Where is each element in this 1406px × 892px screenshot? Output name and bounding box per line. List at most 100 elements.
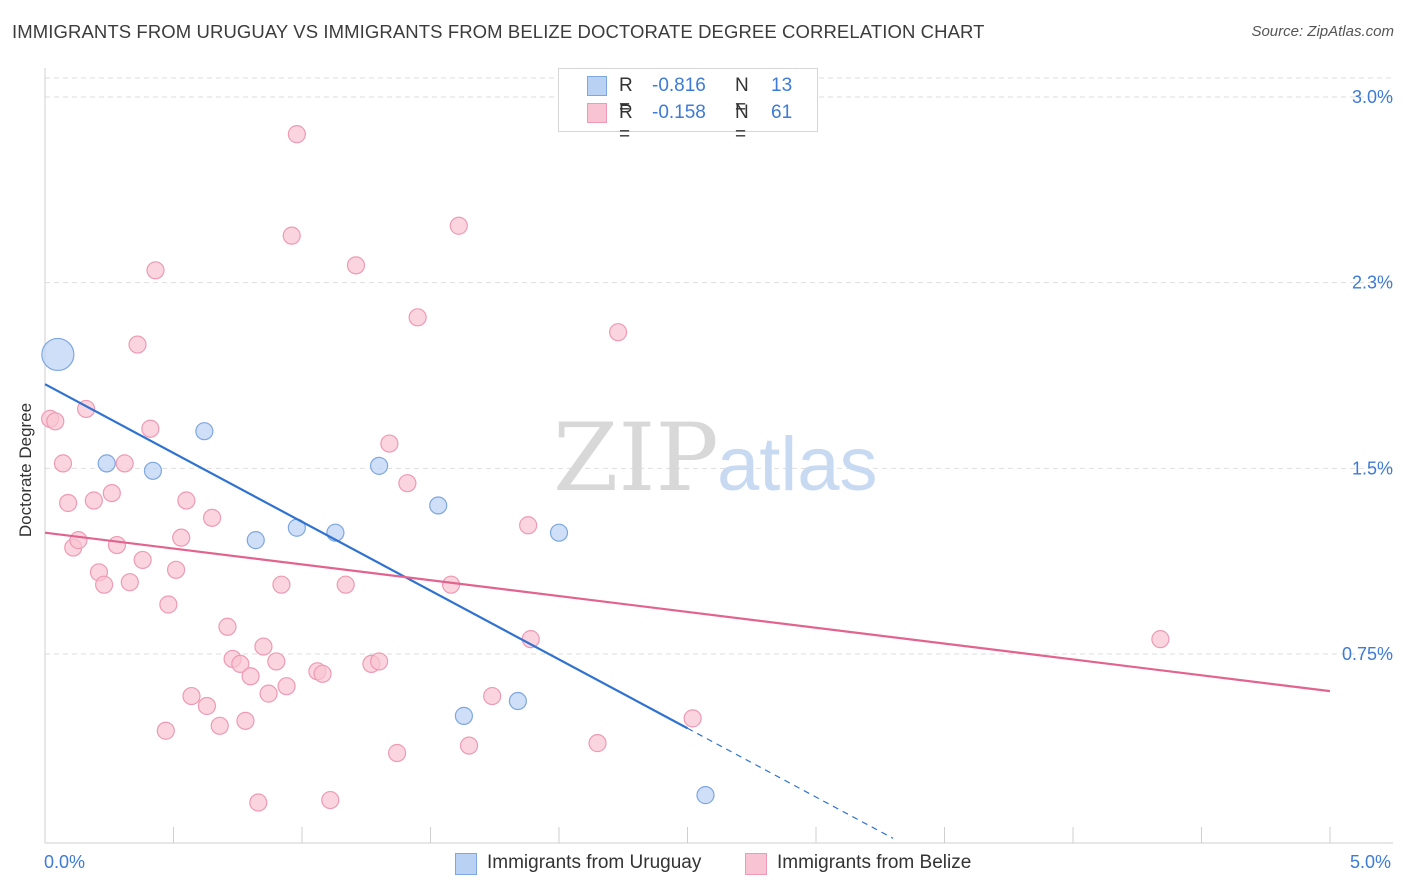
y-tick-label: 1.5%	[1352, 458, 1393, 478]
r-label: R =	[619, 102, 633, 145]
x-tick-label-min: 0.0%	[44, 852, 86, 872]
y-tick-label: 3.0%	[1352, 87, 1393, 107]
belize-point	[218, 617, 237, 636]
belize-legend-swatch	[745, 853, 767, 875]
belize-point	[346, 256, 366, 275]
n-value: 61	[771, 102, 793, 123]
belize-point	[95, 575, 114, 594]
uruguay-legend-label: Immigrants from Uruguay	[487, 852, 702, 873]
belize-point	[115, 454, 134, 473]
uruguay-point	[549, 523, 569, 542]
belize-point	[249, 793, 268, 812]
belize-point	[588, 734, 607, 753]
belize-point	[277, 677, 296, 696]
belize-point	[159, 595, 178, 614]
belize-trend-line	[44, 531, 1331, 693]
belize-point	[609, 323, 628, 342]
belize-point	[459, 736, 479, 755]
belize-point	[46, 412, 65, 431]
belize-point	[254, 637, 273, 656]
belize-point	[231, 654, 250, 674]
axes	[44, 68, 1393, 844]
x-tick-label-max: 5.0%	[1350, 852, 1392, 872]
y-tick-label: 2.3%	[1352, 273, 1393, 293]
y-tick-labels: 0.75% 1.5% 2.3% 3.0%	[1342, 87, 1393, 664]
belize-point	[146, 261, 165, 280]
belize-point	[197, 696, 217, 716]
belize-point	[59, 493, 78, 513]
r-value: -0.158	[652, 102, 706, 123]
source-label: Source: ZipAtlas.com	[1251, 23, 1394, 40]
belize-point	[120, 573, 139, 592]
belize-point	[202, 508, 222, 527]
uruguay-point	[454, 706, 474, 725]
belize-point	[1151, 630, 1170, 649]
belize-points	[41, 125, 1170, 812]
belize-point	[241, 667, 260, 686]
watermark: ZIP atlas	[553, 404, 878, 513]
belize-legend-label: Immigrants from Belize	[777, 852, 972, 873]
uruguay-trend-extension	[687, 727, 894, 839]
uruguay-swatch	[587, 76, 607, 96]
uruguay-point	[370, 456, 389, 475]
uruguay-point	[195, 422, 214, 441]
belize-point	[483, 686, 502, 706]
belize-point	[102, 483, 121, 503]
belize-point	[336, 575, 355, 594]
uruguay-trend-line	[44, 383, 689, 730]
belize-point	[210, 716, 229, 735]
r-value: -0.816	[652, 75, 706, 96]
uruguay-point	[97, 454, 116, 473]
belize-point	[313, 664, 332, 683]
uruguay-point	[41, 337, 75, 372]
belize-point	[267, 652, 286, 671]
belize-point	[84, 491, 103, 510]
uruguay-legend-swatch	[455, 853, 477, 875]
belize-point	[166, 560, 186, 579]
belize-point	[236, 711, 255, 730]
belize-point	[177, 491, 196, 510]
uruguay-point	[143, 461, 163, 480]
uruguay-point	[246, 531, 265, 550]
belize-point	[387, 743, 407, 763]
belize-point	[398, 474, 417, 493]
n-label: N =	[735, 75, 749, 118]
belize-point	[141, 419, 160, 438]
uruguay-point	[508, 691, 527, 711]
belize-point	[282, 226, 301, 245]
watermark-atlas: atlas	[717, 422, 878, 507]
r-label: R =	[619, 75, 633, 118]
belize-point	[182, 686, 201, 706]
gridlines	[45, 77, 1393, 655]
chart-title: IMMIGRANTS FROM URUGUAY VS IMMIGRANTS FR…	[12, 21, 985, 42]
belize-point	[172, 528, 191, 547]
belize-point	[683, 709, 702, 728]
belize-swatch	[587, 103, 607, 123]
belize-point	[380, 434, 399, 453]
belize-point	[259, 684, 278, 703]
trend-lines	[44, 383, 1331, 839]
belize-point	[449, 216, 468, 235]
belize-point	[321, 790, 340, 810]
belize-point	[53, 454, 73, 473]
uruguay-point	[429, 496, 448, 515]
uruguay-point	[696, 786, 715, 805]
y-tick-label: 0.75%	[1342, 644, 1393, 664]
correlation-legend: R = -0.816 N = 13 R = -0.158 N = 61	[558, 68, 818, 145]
belize-point	[156, 721, 175, 740]
watermark-zip: ZIP	[553, 404, 719, 513]
belize-point	[519, 516, 538, 535]
belize-point	[107, 535, 127, 555]
belize-point	[370, 652, 389, 671]
belize-point	[408, 308, 427, 327]
belize-point	[69, 531, 88, 550]
n-label: N =	[735, 102, 749, 145]
belize-point	[272, 575, 291, 594]
belize-point	[133, 550, 152, 570]
belize-point	[128, 335, 147, 354]
n-value: 13	[771, 75, 793, 96]
belize-point	[441, 575, 461, 594]
uruguay-points	[41, 337, 715, 805]
belize-point	[287, 125, 306, 144]
